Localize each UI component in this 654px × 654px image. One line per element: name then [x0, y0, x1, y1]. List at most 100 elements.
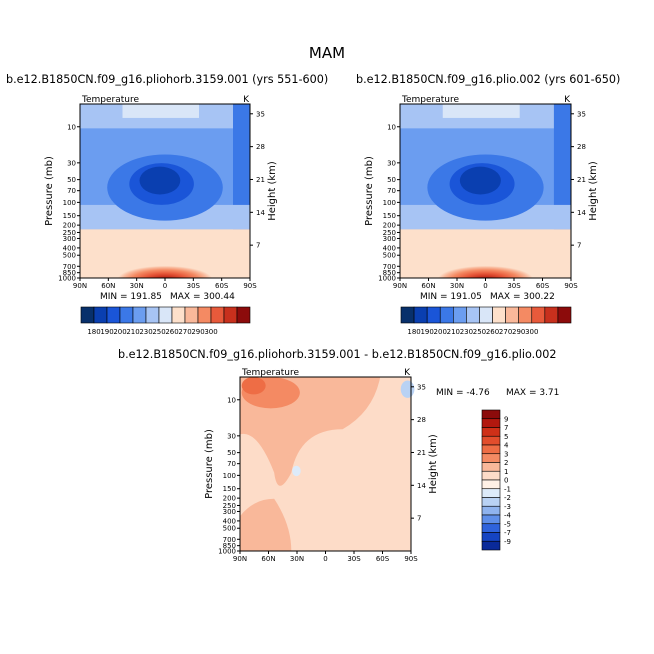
colorbar2-swatch — [400, 306, 415, 324]
panel1-ytick-label: 400 — [63, 244, 76, 252]
panel1-ytick-label: 70 — [67, 187, 76, 195]
panel1-ytick-label: 100 — [63, 199, 76, 207]
colorbar1-label: 190 — [100, 328, 113, 336]
panel1-ytick-label: 1000 — [58, 275, 76, 283]
panel2-ytick-label: 400 — [383, 244, 396, 252]
panel2-ytick-label: 1000 — [378, 275, 396, 283]
colorbar3-label: -4 — [504, 512, 512, 520]
panel3-min: MIN = -4.76 — [436, 388, 490, 398]
panel3-ylabel-right: Height (km) — [428, 434, 439, 494]
panel1-ytick-label: 200 — [63, 222, 76, 230]
colorbar3-label: -7 — [504, 529, 511, 537]
panel3-ytick-label: 30 — [227, 432, 236, 440]
field-band — [122, 104, 199, 118]
panel1-ytick-label: 50 — [67, 176, 76, 184]
field-band — [442, 104, 520, 118]
panel1-units: K — [243, 95, 250, 105]
field-band — [80, 229, 250, 278]
colorbar3-label: -2 — [504, 494, 511, 502]
panel1-ytick-label: 10 — [67, 123, 76, 131]
colorbar1-swatch — [158, 306, 173, 324]
panel2-xtick-label: 90S — [564, 282, 578, 290]
colorbar1-swatch — [119, 306, 134, 324]
panel2-min: MIN = 191.05 — [420, 292, 482, 302]
panel3-xtick-label: 60N — [261, 555, 275, 563]
panel1-ytick-label: 300 — [63, 235, 76, 243]
panel1-ytick-label: 700 — [63, 263, 76, 271]
colorbar2-swatch — [557, 306, 572, 324]
panel3-title: b.e12.B1850CN.f09_g16.pliohorb.3159.001 … — [118, 348, 557, 361]
panel1-ytick-label: 30 — [67, 159, 76, 167]
panel2-xtick-label: 90N — [393, 282, 407, 290]
colorbar1-label: 230 — [139, 328, 152, 336]
panel2-ylabel-right: Height (km) — [588, 161, 599, 221]
colorbar3-swatch — [481, 540, 501, 551]
panel1-xtick-label: 0 — [163, 282, 167, 290]
panel2-ytick-right-label: 21 — [577, 176, 586, 184]
colorbar3-swatch — [481, 523, 501, 533]
field-band — [400, 229, 571, 278]
colorbar3-swatch — [481, 418, 501, 428]
colorbar2-swatch — [426, 306, 441, 324]
colorbar1-label: 270 — [178, 328, 191, 336]
panel1-xtick-label: 90N — [73, 282, 87, 290]
colorbar1-swatch — [236, 306, 251, 324]
panel2-xtick-label: 0 — [483, 282, 487, 290]
panel2-ytick-right-label: 14 — [577, 209, 586, 217]
panel3-ytick-right-label: 21 — [417, 449, 426, 457]
panel3-ytick-label: 1000 — [218, 548, 236, 556]
colorbar2-swatch — [505, 306, 519, 324]
panel3-ytick-label: 100 — [223, 472, 236, 480]
colorbar3-swatch — [481, 409, 501, 420]
panel3-ytick-right-label: 28 — [417, 416, 426, 424]
colorbar3-label: -5 — [504, 520, 511, 528]
field-contour — [400, 380, 415, 398]
colorbar1-swatch — [171, 306, 186, 324]
panel3-xtick-label: 60S — [376, 555, 390, 563]
colorbar2-swatch — [479, 306, 493, 324]
colorbar1-swatch — [197, 306, 212, 324]
panel2-ytick-label: 100 — [383, 199, 396, 207]
panel2-ytick-label: 50 — [387, 176, 396, 184]
panel1-ytick-right-label: 28 — [256, 143, 265, 151]
panel3-xtick-label: 90S — [404, 555, 418, 563]
colorbar2-swatch — [518, 306, 533, 324]
colorbar3-label: -1 — [504, 485, 511, 493]
colorbar3-swatch — [481, 444, 501, 455]
panel1-title: b.e12.B1850CN.f09_g16.pliohorb.3159.001 … — [6, 73, 329, 86]
panel3-ytick-right-label: 14 — [417, 482, 426, 490]
colorbar3-label: 4 — [504, 442, 509, 450]
colorbar1-label: 180 — [87, 328, 100, 336]
colorbar1-label: 200 — [113, 328, 126, 336]
panel1-xtick-label: 30S — [187, 282, 201, 290]
panel3-field — [240, 377, 415, 551]
panel3-ytick-label: 500 — [223, 525, 236, 533]
panel2-field — [400, 104, 571, 278]
panel1-ylabel-right: Height (km) — [267, 161, 278, 221]
colorbar2-label: 270 — [499, 328, 512, 336]
colorbar1-label: 210 — [126, 328, 139, 336]
colorbar1-swatch — [132, 306, 147, 324]
colorbar3-swatch — [481, 427, 501, 437]
panel1-max: MAX = 300.44 — [170, 292, 235, 302]
panel1-min: MIN = 191.85 — [100, 292, 162, 302]
panel2-ytick-label: 500 — [383, 252, 396, 260]
panel2-ytick-label: 300 — [383, 235, 396, 243]
panel2-ylabel: Pressure (mb) — [364, 156, 375, 226]
panel3-ytick-label: 10 — [227, 396, 236, 404]
colorbar2-label: 200 — [434, 328, 447, 336]
colorbar1-label: 290 — [191, 328, 204, 336]
colorbar1-swatch — [145, 306, 160, 324]
panel3-ytick-label: 250 — [223, 502, 236, 510]
field-contour — [139, 166, 181, 195]
colorbar1-swatch — [184, 306, 199, 324]
colorbar2-swatch — [439, 306, 454, 324]
panel3-xtick-label: 30N — [290, 555, 304, 563]
panel1-ytick-right-label: 35 — [256, 110, 265, 118]
panel3-ytick-right-label: 35 — [417, 383, 426, 391]
panel1-ytick-label: 500 — [63, 252, 76, 260]
field-band — [553, 104, 571, 235]
colorbar3-label: 3 — [504, 450, 508, 458]
colorbar1-swatch — [106, 306, 121, 324]
colorbar2-label: 300 — [525, 328, 538, 336]
